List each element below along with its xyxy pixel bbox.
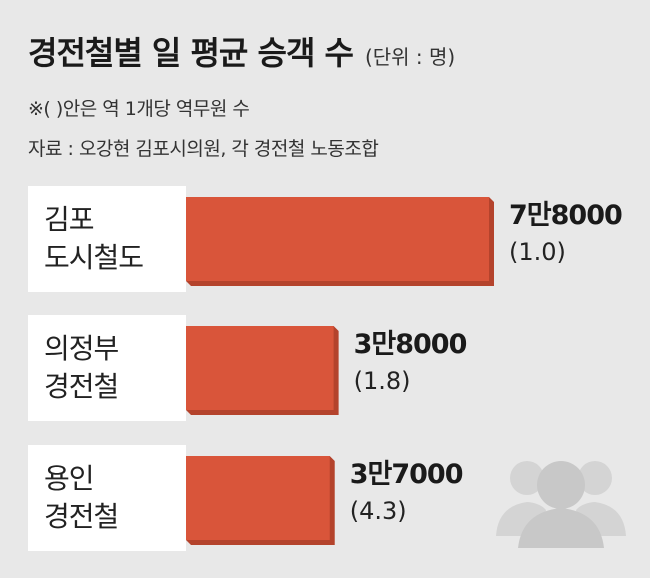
data-label: 3만7000 xyxy=(349,459,464,490)
data-label: 7만8000 xyxy=(509,200,623,231)
value-label-group: 7만8000 (1.0) xyxy=(509,198,623,270)
bar xyxy=(186,326,334,410)
staff-label: (1.0) xyxy=(509,238,566,266)
footnote: ※( )안은 역 1개당 역무원 수 xyxy=(28,98,250,120)
value-label-group: 3만8000 (1.8) xyxy=(353,327,468,399)
unit-label: (단위 : 명) xyxy=(364,45,456,69)
value-label-group: 3만7000 (4.3) xyxy=(349,457,464,529)
people-group-icon xyxy=(496,461,626,548)
category-label: 도시철도 xyxy=(44,241,144,274)
staff-label: (1.8) xyxy=(353,367,411,395)
staff-label: (4.3) xyxy=(349,497,407,525)
category-label: 의정부 xyxy=(44,332,119,365)
category-label: 용인 xyxy=(44,462,95,495)
category-label: 경전철 xyxy=(44,370,119,403)
category-label: 경전철 xyxy=(44,500,119,533)
category-label: 김포 xyxy=(44,203,95,236)
bar xyxy=(186,456,330,540)
data-label: 3만8000 xyxy=(353,329,468,360)
title-row: 경전철별 일 평균 승객 수 (단위 : 명) xyxy=(28,28,455,74)
bar xyxy=(186,197,489,281)
chart-title: 경전철별 일 평균 승객 수 xyxy=(28,34,354,72)
source-note: 자료 : 오강현 김포시의원, 각 경전철 노동조합 xyxy=(28,138,379,160)
